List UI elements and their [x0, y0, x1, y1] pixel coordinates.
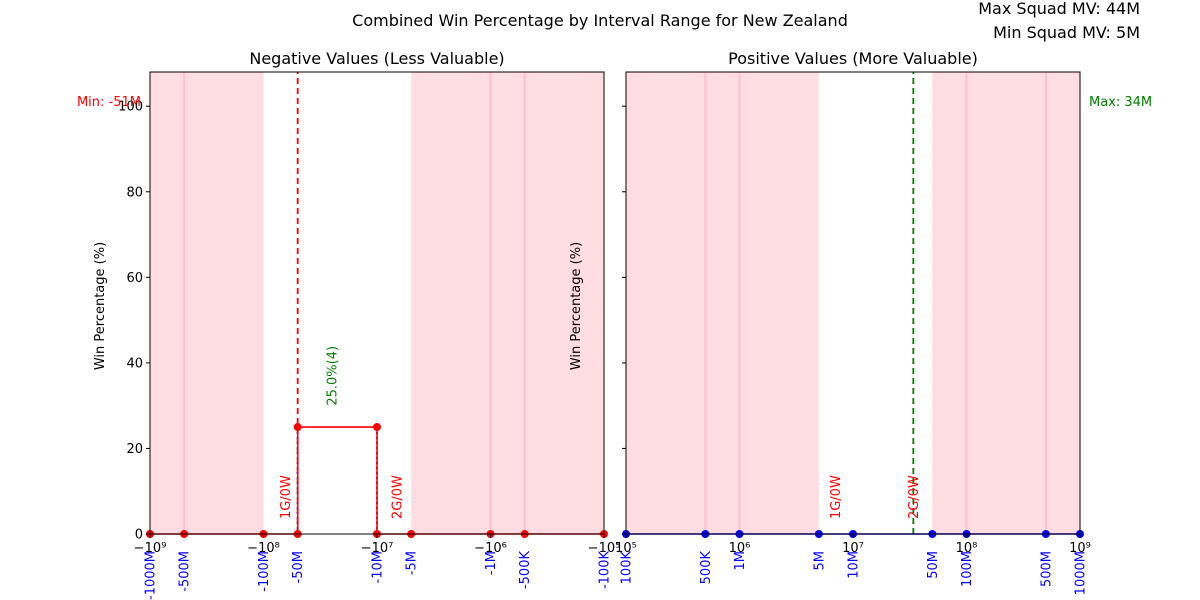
x-tick-label: −10⁸ [247, 541, 280, 556]
x-tick-label: 10⁸ [956, 541, 978, 556]
interval-label: -1M [484, 551, 499, 575]
panel-negative: 0 20 40 60 80 100 −10⁹ −10⁸ −10⁷ −10⁶ −10⁵ -1000M -5… [77, 49, 620, 600]
panel-positive-ylabel: Win Percentage (%) [569, 242, 584, 370]
panel-positive-title: Positive Values (More Valuable) [728, 49, 978, 68]
interval-label: 5M [812, 551, 827, 571]
y-tick-label: 0 [135, 528, 143, 543]
interval-label: 10M [847, 551, 862, 579]
interval-label: 100K [620, 551, 635, 585]
interval-label: -10M [371, 551, 386, 583]
panel-negative-annotations: 1G/0W 2G/0W 25.0%(4) [279, 346, 405, 519]
panel-negative-ylabel: Win Percentage (%) [93, 242, 108, 370]
x-tick-label: 10⁹ [1069, 541, 1091, 556]
y-tick-label: 60 [126, 271, 143, 286]
annotation-label: 2G/0W [391, 475, 406, 519]
chart-title: Combined Win Percentage by Interval Rang… [352, 11, 848, 30]
x-tick-label: −10⁶ [474, 541, 507, 556]
max-value-label: Max: 34M [1089, 95, 1152, 110]
y-tick-label: 80 [126, 185, 143, 200]
min-value-label: Min: -51M [77, 95, 141, 110]
shaded-range [411, 72, 604, 534]
y-tick-label: 20 [126, 442, 143, 457]
min-squad-mv-label: Min Squad MV: 5M [993, 23, 1140, 42]
data-point [373, 423, 381, 432]
interval-label: 1M [733, 551, 748, 571]
shaded-range [150, 72, 264, 534]
panel-positive: 10⁵ 10⁶ 10⁷ 10⁸ 10⁹ 100K 500K 1M 5M 10M 50M 100M 500… [569, 49, 1152, 595]
x-tick-label: −10⁹ [134, 541, 167, 556]
y-tick-label: 40 [126, 356, 143, 371]
interval-label: 50M [926, 551, 941, 579]
y-tick-label: 100 [118, 100, 143, 115]
interval-label: -5M [405, 551, 420, 575]
panel-negative-title: Negative Values (Less Valuable) [249, 49, 504, 68]
panel-negative-shading [150, 72, 604, 534]
interval-label: 500M [1039, 551, 1054, 587]
panel-positive-annotations: 1G/0W 2G/0W [829, 475, 922, 519]
annotation-label: 2G/0W [907, 475, 922, 519]
interval-label: 100M [960, 551, 975, 587]
interval-label: -500K [518, 551, 533, 590]
shaded-range [626, 72, 819, 534]
x-tick-label: 10⁷ [842, 541, 864, 556]
max-squad-mv-label: Max Squad MV: 44M [978, 0, 1140, 18]
panel-positive-axes: 10⁵ 10⁶ 10⁷ 10⁸ 10⁹ 100K 500K 1M 5M 10M 50M 100M 500… [615, 105, 1091, 595]
interval-label: 500K [699, 551, 714, 585]
interval-label: -100K [598, 551, 613, 590]
annotation-label: 1G/0W [279, 475, 294, 519]
annotation-label: 1G/0W [829, 475, 844, 519]
x-tick-label: −10⁷ [361, 541, 394, 556]
x-tick-label: 10⁶ [729, 541, 751, 556]
interval-label: -50M [291, 551, 306, 583]
data-point [293, 423, 302, 432]
panel-negative-vlines [296, 72, 378, 534]
interval-label: -1000M [144, 551, 159, 600]
annotation-label: 25.0%(4) [325, 346, 340, 406]
panel-positive-shading [626, 72, 1080, 534]
panel-negative-axes: 0 20 40 60 80 100 −10⁹ −10⁸ −10⁷ −10⁶ −10⁵ -1000M -5… [118, 100, 620, 600]
x-tick-label: 10⁵ [615, 541, 637, 556]
interval-label: -100M [257, 551, 272, 592]
x-tick-label: −10⁵ [588, 541, 621, 556]
interval-label: -500M [178, 551, 193, 592]
shaded-range [932, 72, 1080, 534]
interval-label: 1000M [1074, 551, 1089, 595]
